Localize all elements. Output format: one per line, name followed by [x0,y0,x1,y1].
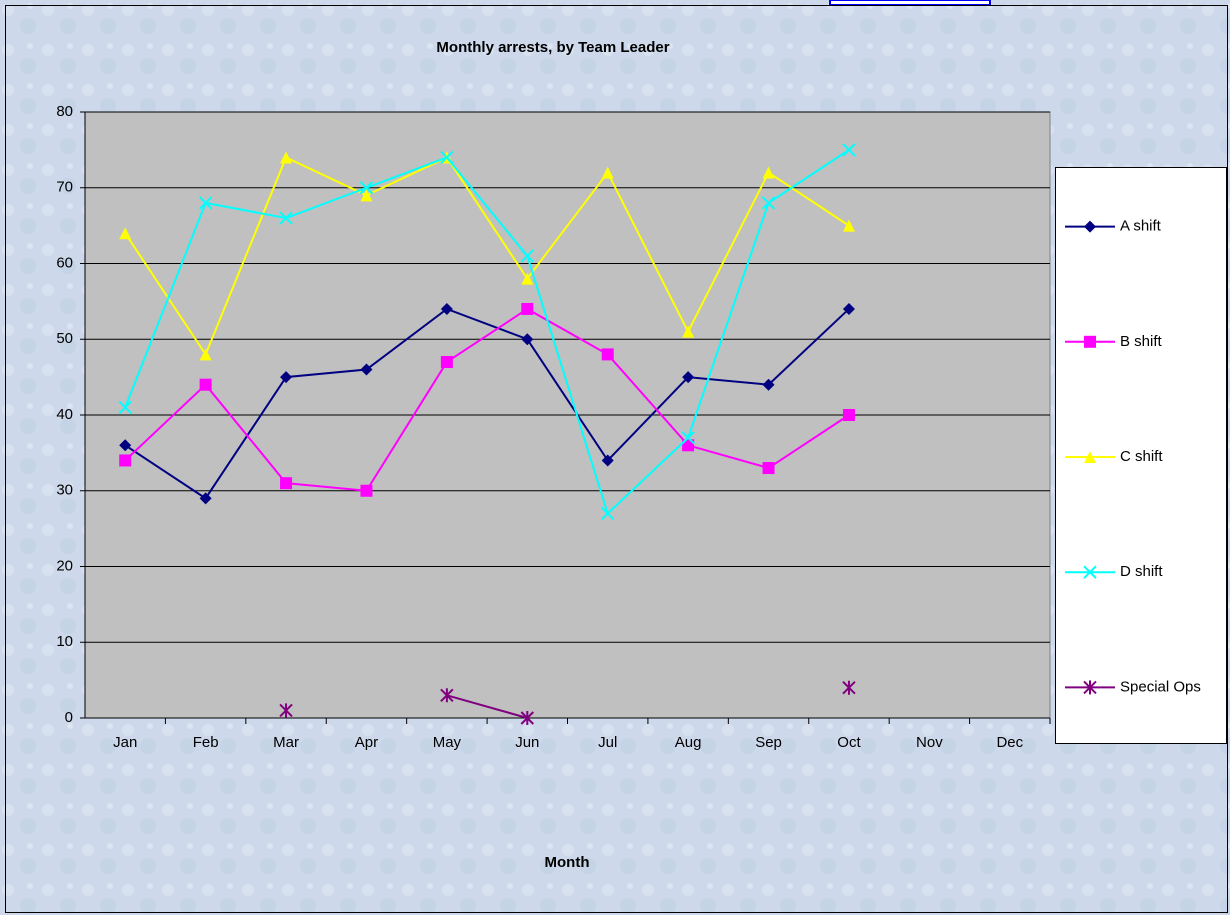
marker [762,462,775,475]
marker [520,711,534,725]
marker [842,680,856,695]
series-line [446,694,528,719]
marker [440,150,454,165]
marker [360,189,373,202]
marker [1084,220,1096,233]
marker [1084,335,1096,348]
marker [1084,451,1096,463]
marker [359,181,374,195]
x-tick-label: Nov [916,734,943,751]
series-line [124,307,850,500]
legend-label: B shift [1120,333,1163,350]
y-tick-label: 80 [56,103,73,120]
marker [1083,565,1097,579]
legend-label: C shift [1120,448,1163,465]
marker [842,409,855,421]
chart-title: Monthly arrests, by Team Leader [436,39,669,56]
marker [440,688,454,703]
marker [762,166,775,179]
y-tick-label: 10 [56,633,73,650]
x-tick-label: Oct [837,734,861,751]
marker [521,272,534,285]
marker [601,506,615,521]
marker [682,371,695,384]
y-tick-label: 70 [56,179,73,196]
marker [601,348,614,361]
legend-label: D shift [1120,563,1163,580]
y-tick-label: 50 [56,330,73,347]
x-tick-label: Dec [996,734,1023,751]
x-tick-label: Jan [113,734,137,751]
legend-label: A shift [1120,218,1162,235]
marker [118,400,132,415]
marker [761,196,776,210]
marker [198,196,213,210]
marker [762,378,775,391]
x-tick-label: Mar [273,734,299,751]
y-tick-label: 40 [56,406,73,423]
marker [199,378,212,391]
marker [601,166,614,179]
legend-box [1055,167,1227,744]
marker [360,484,373,497]
legend-label: Special Ops [1120,678,1201,695]
x-tick-label: Feb [193,734,219,751]
marker [601,454,614,467]
marker [280,477,293,490]
marker [360,363,373,376]
y-tick-label: 30 [56,482,73,499]
marker [280,371,293,384]
series-line [124,156,850,357]
link-box[interactable] [829,0,991,6]
marker [119,454,132,467]
marker [279,703,293,718]
marker [681,431,695,445]
chart-border [5,5,1228,913]
x-tick-label: Aug [675,734,702,751]
marker [682,325,695,338]
marker [199,492,212,505]
marker [279,211,293,225]
x-axis-label: Month [545,854,590,871]
x-tick-label: Sep [755,734,782,751]
marker [842,143,856,157]
x-tick-label: Jun [515,734,539,751]
x-tick-label: Apr [355,734,378,751]
series-line [124,307,850,492]
marker [119,439,132,452]
marker [280,151,293,164]
marker [521,333,534,346]
y-tick-label: 20 [56,557,73,574]
series-line [124,149,850,516]
marker [520,249,534,263]
marker [521,302,534,315]
x-tick-label: May [433,734,462,751]
y-tick-label: 60 [56,254,73,271]
x-tick-label: Jul [598,734,617,751]
marker [119,227,132,240]
marker [682,439,695,452]
marker [842,219,855,232]
marker [842,302,855,315]
marker [1083,680,1097,695]
marker [440,302,453,315]
y-tick-label: 0 [65,709,73,726]
marker [440,355,453,368]
marker [199,348,212,361]
